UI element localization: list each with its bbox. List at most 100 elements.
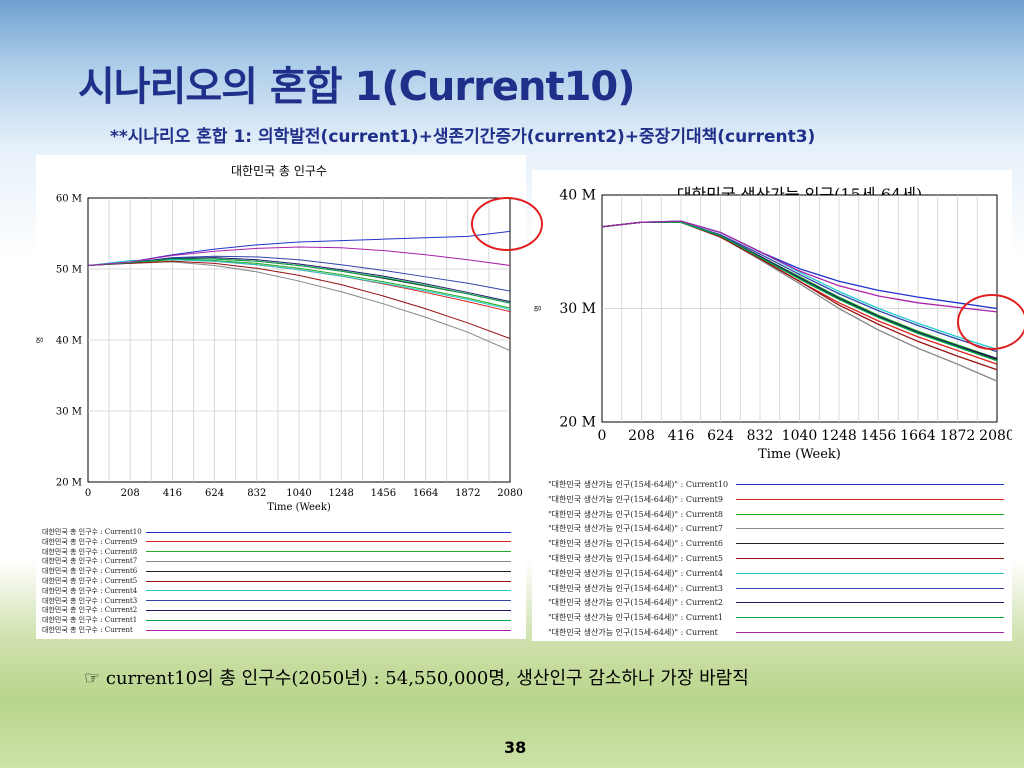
x-tick-label: 832 — [747, 428, 774, 444]
legend-entry: "대한민국 생산가능 인구(15세-64세)" : Current4 — [532, 568, 1012, 578]
chart-title: 대한민국 총 인구수 — [231, 164, 327, 178]
x-tick-label: 1872 — [940, 428, 976, 444]
legend-label: "대한민국 생산가능 인구(15세-64세)" : Current2 — [548, 598, 723, 608]
legend-label: "대한민국 생산가능 인구(15세-64세)" : Current5 — [548, 554, 723, 563]
x-tick-label: 1248 — [328, 488, 353, 499]
legend-label: 대한민국 총 인구수 : Current6 — [42, 567, 138, 576]
legend-label: 대한민국 총 인구수 : Current5 — [42, 577, 138, 585]
x-tick-label: 832 — [247, 488, 266, 499]
page-number: 38 — [504, 738, 527, 757]
x-tick-label: 208 — [628, 428, 655, 444]
working-age-population-chart: 대한민국 생산가능 인구(15세-64세)20 M30 M40 M0208416… — [533, 185, 1015, 462]
x-tick-label: 1456 — [861, 428, 897, 444]
legend-label: "대한민국 생산가능 인구(15세-64세)" : Current4 — [548, 568, 723, 578]
y-axis-label: 명 — [533, 305, 542, 311]
legend-entry: 대한민국 총 인구수 : Current2 — [36, 605, 526, 615]
legend-swatch — [736, 513, 1004, 515]
legend-entry: "대한민국 생산가능 인구(15세-64세)" : Current9 — [532, 494, 1012, 504]
legend-entry: 대한민국 총 인구수 : Current6 — [36, 566, 526, 576]
legend-entry: "대한민국 생산가능 인구(15세-64세)" : Current5 — [532, 553, 1012, 563]
y-axis-label: 명 — [36, 337, 44, 343]
legend-swatch — [736, 484, 1004, 485]
legend-label: 대한민국 총 인구수 : Current9 — [42, 537, 138, 546]
working-age-population-legend: "대한민국 생산가능 인구(15세-64세)" : Current10 "대한민국… — [532, 476, 1012, 641]
total-population-chart: 대한민국 총 인구수 20 M 30 M 40 M 50 M 60 M 0 208 416 624… — [35, 164, 523, 513]
x-tick-label: 1664 — [900, 428, 936, 444]
series-line — [87, 258, 511, 304]
legend-entry: 대한민국 총 인구수 : Current3 — [36, 596, 526, 606]
legend-label: "대한민국 생산가능 인구(15세-64세)" : Current6 — [548, 539, 723, 549]
legend-entry: 대한민국 총 인구수 : Current9 — [36, 537, 526, 547]
y-tick-label: 30 M — [56, 406, 82, 417]
legend-swatch — [146, 609, 511, 611]
x-tick-label: 1040 — [782, 428, 818, 444]
legend-entry: "대한민국 생산가능 인구(15세-64세)" : Current — [532, 627, 1012, 637]
highlight-circle-right — [957, 294, 1024, 350]
legend-label: 대한민국 총 인구수 : Current1 — [42, 616, 138, 625]
x-tick-label: 0 — [598, 428, 607, 444]
slide-title: 시나리오의 혼합 1(Current10) — [78, 64, 636, 110]
legend-swatch — [146, 560, 511, 562]
legend-entry: 대한민국 총 인구수 : Current4 — [36, 586, 526, 596]
legend-label: "대한민국 생산가능 인구(15세-64세)" : Current3 — [548, 583, 723, 593]
legend-swatch — [736, 558, 1004, 559]
legend-entry: "대한민국 생산가능 인구(15세-64세)" : Current3 — [532, 583, 1012, 593]
legend-swatch — [146, 629, 511, 631]
legend-swatch — [736, 602, 1004, 604]
legend-entry: "대한민국 생산가능 인구(15세-64세)" : Current6 — [532, 538, 1012, 548]
legend-swatch — [146, 580, 511, 582]
series-line — [87, 246, 511, 266]
legend-label: 대한민국 총 인구수 : Current8 — [42, 547, 138, 556]
x-tick-label: 416 — [163, 488, 182, 499]
legend-swatch — [146, 551, 511, 553]
legend-swatch — [736, 587, 1004, 589]
legend-entry: 대한민국 총 인구수 : Current — [36, 625, 526, 635]
legend-entry: "대한민국 생산가능 인구(15세-64세)" : Current1 — [532, 612, 1012, 622]
legend-label: "대한민국 생산가능 인구(15세-64세)" : Current7 — [548, 524, 723, 534]
x-tick-label: 2080 — [497, 488, 522, 499]
x-tick-label: 416 — [668, 428, 695, 444]
x-axis-label: Time (Week) — [758, 447, 841, 462]
y-tick-label: 50 M — [56, 264, 82, 275]
left-chart-panel: 대한민국 총 인구수 20 M 30 M 40 M 50 M 60 M 0 208 416 624… — [35, 155, 526, 525]
legend-label: "대한민국 생산가능 인구(15세-64세)" : Current10 — [548, 480, 729, 489]
legend-swatch — [736, 498, 1004, 500]
x-tick-label: 1248 — [821, 428, 857, 444]
x-tick-label: 1664 — [413, 488, 438, 499]
highlight-circle-left — [471, 197, 543, 251]
summary-note: ☞ current10의 총 인구수(2050년) : 54,550,000명,… — [84, 668, 749, 689]
y-tick-label: 60 M — [56, 193, 82, 204]
x-tick-label: 624 — [205, 488, 224, 499]
legend-label: 대한민국 총 인구수 : Current4 — [42, 586, 138, 595]
legend-entry: 대한민국 총 인구수 : Current10 — [36, 527, 526, 537]
x-tick-label: 624 — [707, 428, 734, 444]
y-tick-label: 20 M — [56, 477, 82, 488]
legend-entry: 대한민국 총 인구수 : Current5 — [36, 576, 526, 586]
x-tick-label: 2080 — [979, 428, 1012, 444]
y-tick-label: 30 M — [559, 301, 596, 317]
series-line — [601, 221, 998, 362]
legend-entry: 대한민국 총 인구수 : Current8 — [36, 547, 526, 557]
right-chart-panel: 대한민국 생산가능 인구(15세-64세)20 M30 M40 M0208416… — [532, 170, 1015, 475]
x-tick-label: 1872 — [455, 488, 480, 499]
legend-swatch — [736, 543, 1004, 545]
legend-swatch — [736, 632, 1004, 633]
x-tick-label: 0 — [85, 488, 91, 499]
legend-swatch — [146, 619, 511, 621]
legend-label: "대한민국 생산가능 인구(15세-64세)" : Current8 — [548, 509, 723, 519]
legend-swatch — [146, 531, 511, 533]
series-line — [87, 260, 511, 340]
total-population-legend: 대한민국 총 인구수 : Current10 대한민국 총 인구수 : Curre… — [36, 524, 526, 639]
legend-label: 대한민국 총 인구수 : Current3 — [42, 596, 138, 605]
legend-entry: "대한민국 생산가능 인구(15세-64세)" : Current10 — [532, 479, 1012, 489]
legend-label: 대한민국 총 인구수 : Current2 — [42, 606, 138, 615]
legend-swatch — [736, 572, 1004, 574]
y-tick-label: 40 M — [559, 188, 596, 204]
legend-entry: 대한민국 총 인구수 : Current7 — [36, 556, 526, 566]
series-line — [601, 220, 998, 313]
legend-swatch — [736, 617, 1004, 619]
legend-entry: "대한민국 생산가능 인구(15세-64세)" : Current2 — [532, 597, 1012, 607]
legend-entry: "대한민국 생산가능 인구(15세-64세)" : Current8 — [532, 509, 1012, 519]
legend-swatch — [146, 600, 511, 602]
legend-swatch — [146, 541, 511, 543]
